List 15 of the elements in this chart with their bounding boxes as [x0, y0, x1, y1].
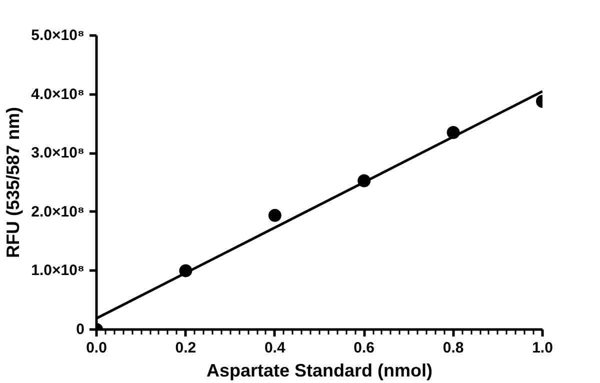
y-tick-label: 4.0×10⁸: [31, 86, 85, 103]
y-tick-label: 5.0×10⁸: [31, 27, 85, 44]
y-axis-title: RFU (535/587 nm): [3, 106, 24, 258]
point: [268, 208, 282, 222]
x-tick-label: 0.2: [175, 340, 196, 356]
y-tick-label: 0: [76, 321, 84, 338]
x-tick-label: 0.0: [86, 340, 107, 356]
y-tick-label: 1.0×10⁸: [31, 262, 85, 280]
x-tick-label: 0.6: [354, 340, 375, 356]
y-tick-label: 3.0×10⁸: [31, 144, 85, 162]
x-tick-label: 1.0: [532, 340, 553, 356]
x-axis-title: Aspartate Standard (nmol): [206, 360, 433, 380]
x-tick-label: 0.4: [264, 340, 286, 356]
x-tick-label: 0.8: [442, 340, 464, 356]
y-tick-label: 2.0×10⁸: [31, 203, 85, 220]
